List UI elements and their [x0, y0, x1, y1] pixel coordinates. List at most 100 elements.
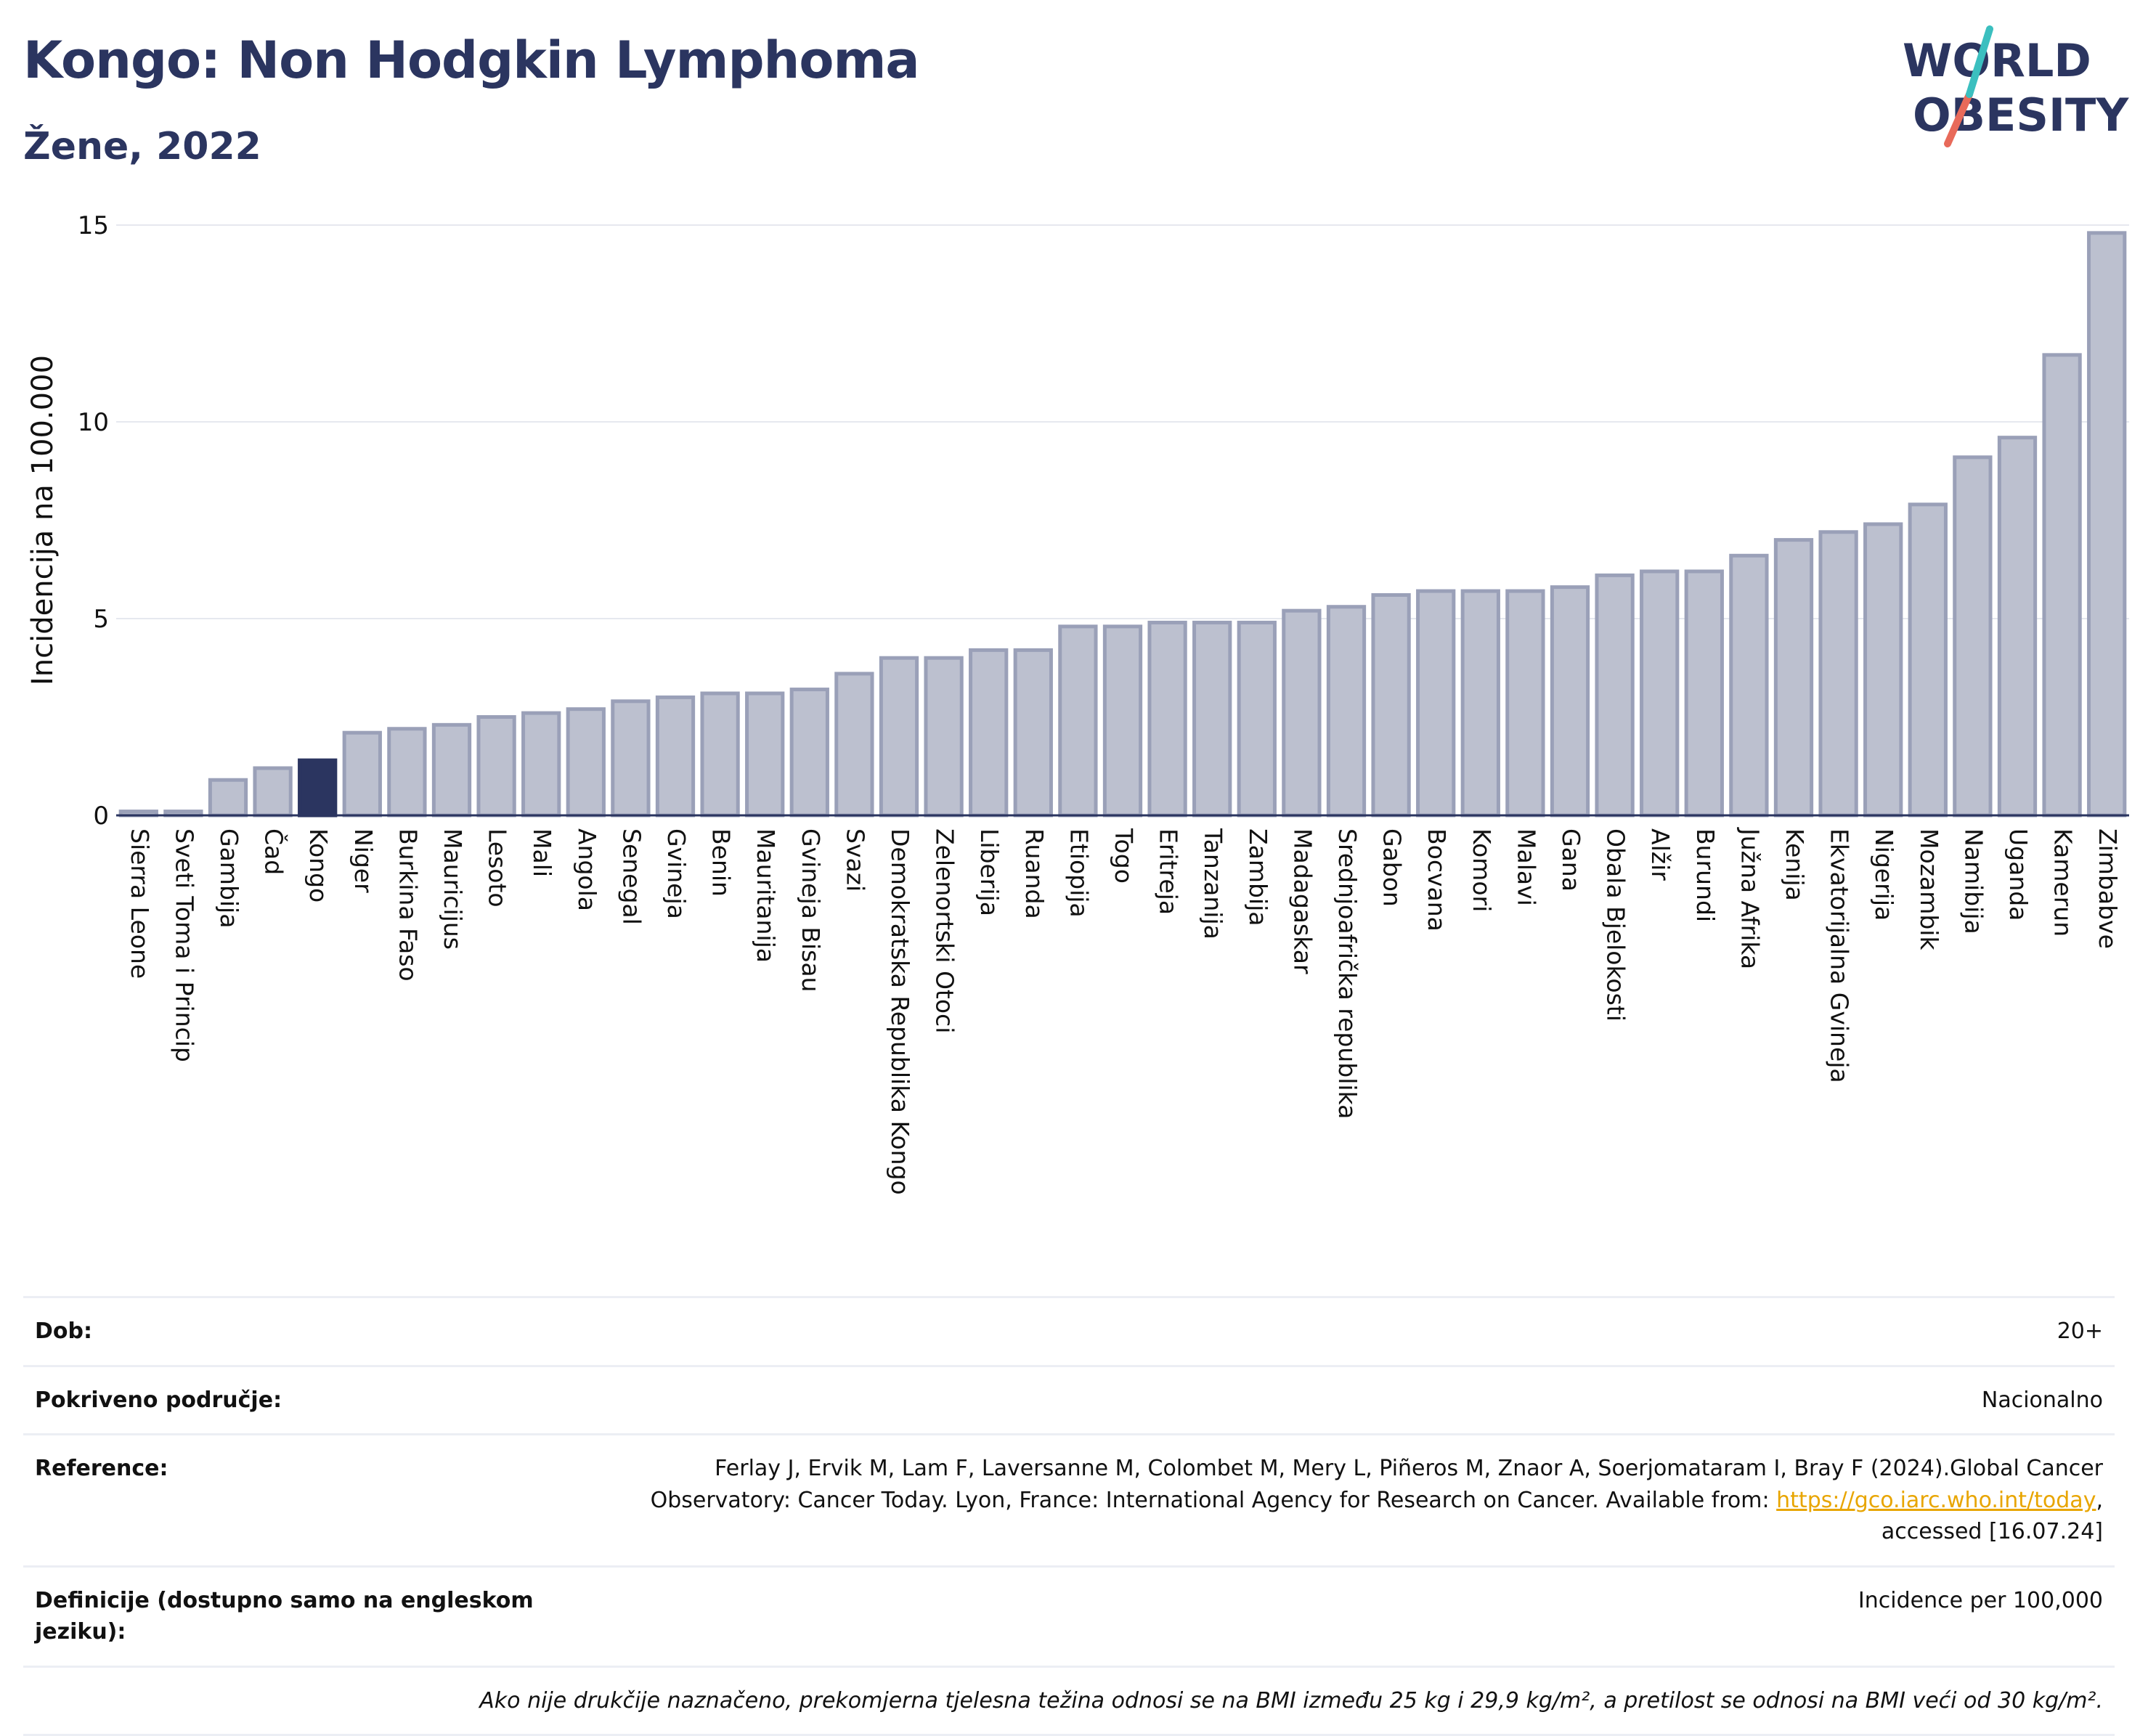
x-tick-label: Mozambik: [1915, 828, 1943, 950]
bar-zelenortski-otoci: [924, 656, 964, 818]
reference-text: Ferlay J, Ervik M, Lam F, Laversanne M, …: [650, 1456, 2103, 1513]
y-tick-label: 5: [93, 605, 109, 634]
bar-etiopija: [1058, 624, 1098, 818]
x-tick-label: Komori: [1468, 828, 1496, 912]
x-tick-label: Gana: [1557, 828, 1585, 892]
bar-mauritanija: [745, 691, 785, 818]
bar-lesoto: [476, 715, 516, 818]
x-axis-labels: Sierra Leone Sveti Toma i Princip Gambija Č…: [126, 827, 2122, 1195]
age-label: Dob:: [23, 1296, 569, 1366]
footnote: Ako nije drukčije naznačeno, prekomjerna…: [23, 1665, 2115, 1736]
info-row-footnote: Ako nije drukčije naznačeno, prekomjerna…: [23, 1665, 2115, 1736]
bar-gabon: [1371, 592, 1411, 818]
bar-togo: [1102, 624, 1143, 818]
bar-series: [118, 231, 2127, 818]
bar-eritreja: [1147, 620, 1187, 818]
x-tick-label: Gabon: [1378, 828, 1407, 907]
bar-niger: [342, 730, 382, 818]
bar-senegal: [611, 699, 651, 818]
bar-alžir: [1640, 569, 1680, 818]
x-tick-label: Senegal: [617, 828, 646, 925]
x-tick-label: Ekvatorijalna Gvineja: [1826, 828, 1854, 1083]
x-tick-label: Nigerija: [1870, 828, 1898, 921]
bar-čad: [253, 766, 293, 818]
x-tick-label: Alžir: [1646, 828, 1675, 881]
bar-bocvana: [1416, 589, 1456, 818]
info-row-coverage: Pokriveno područje: Nacionalno: [23, 1364, 2115, 1435]
bar-liberija: [969, 648, 1009, 818]
bar-srednjoafrička-republika: [1326, 605, 1367, 818]
x-tick-label: Liberija: [975, 828, 1004, 916]
x-tick-label: Ruanda: [1020, 828, 1049, 919]
bar-burkina-faso: [387, 727, 427, 818]
y-tick-label: 0: [93, 802, 109, 831]
x-tick-label: Južna Afrika: [1736, 827, 1764, 969]
bar-uganda: [1997, 436, 2038, 818]
definitions-label: Definicije (dostupno samo na engleskom j…: [23, 1565, 569, 1666]
bar-zimbabve: [2087, 231, 2127, 818]
x-tick-label: Malavi: [1512, 828, 1540, 906]
bar-malavi: [1505, 589, 1545, 818]
x-tick-label: Gvineja Bisau: [797, 828, 825, 993]
bar-mozambik: [1908, 502, 1948, 818]
bar-nigerija: [1863, 522, 1903, 818]
x-tick-label: Niger: [349, 828, 378, 893]
x-tick-label: Demokratska Republika Kongo: [886, 828, 914, 1195]
page-subtitle: Žene, 2022: [23, 125, 261, 168]
x-tick-label: Sveti Toma i Princip: [170, 828, 198, 1062]
x-tick-label: Mauritanija: [752, 828, 780, 963]
info-row-definitions: Definicije (dostupno samo na engleskom j…: [23, 1565, 2115, 1666]
bar-demokratska-republika-kongo: [879, 656, 919, 818]
y-tick-label: 10: [78, 408, 109, 437]
page-title: Kongo: Non Hodgkin Lymphoma: [23, 30, 920, 90]
bar-kamerun: [2042, 353, 2082, 818]
bar-benin: [700, 691, 740, 818]
x-tick-label: Gambija: [215, 828, 243, 928]
x-tick-label: Lesoto: [484, 828, 512, 908]
x-tick-label: Burkina Faso: [394, 828, 422, 982]
info-row-age: Dob: 20+: [23, 1296, 2115, 1366]
logo-line2: OBESITY: [1913, 89, 2129, 142]
x-tick-label: Zimbabve: [2094, 828, 2122, 949]
bar-gana: [1550, 585, 1590, 818]
x-tick-label: Uganda: [2004, 828, 2033, 921]
info-table: Dob: 20+ Pokriveno područje: Nacionalno …: [23, 1296, 2115, 1736]
x-tick-label: Svazi: [841, 828, 869, 892]
bar-burundi: [1684, 569, 1724, 818]
bar-madagaskar: [1282, 608, 1322, 818]
x-tick-label: Sierra Leone: [126, 828, 154, 979]
x-tick-label: Kongo: [304, 828, 333, 902]
x-tick-label: Mali: [528, 828, 556, 877]
bar-namibija: [1953, 455, 1993, 818]
world-obesity-logo: WORLD OBESITY: [1903, 25, 2129, 147]
x-tick-label: Čad: [260, 828, 289, 875]
x-tick-label: Gvineja: [662, 828, 691, 919]
x-tick-label: Burundi: [1691, 828, 1720, 922]
bar-obala-bjelokosti: [1595, 573, 1635, 818]
bar-komori: [1460, 589, 1500, 818]
bar-ekvatorijalna-gvineja: [1818, 530, 1858, 818]
bar-kongo: [298, 758, 338, 818]
bar-zambija: [1237, 620, 1277, 818]
x-tick-label: Obala Bjelokosti: [1602, 828, 1630, 1022]
x-tick-label: Angola: [573, 828, 601, 911]
reference-value: Ferlay J, Ervik M, Lam F, Laversanne M, …: [569, 1433, 2115, 1566]
bar-chart: 0 5 10 15 Incidencija na 100.000 Sierra Leo…: [26, 211, 2129, 1195]
x-tick-label: Srednjoafrička republika: [1333, 828, 1362, 1119]
x-tick-label: Kenija: [1781, 828, 1809, 901]
x-tick-label: Tanzanija: [1199, 828, 1227, 940]
bar-gvineja-bisau: [789, 688, 829, 818]
x-tick-label: Etiopija: [1065, 828, 1093, 918]
y-axis-ticks: 0 5 10 15: [78, 211, 109, 831]
x-tick-label: Zambija: [1244, 828, 1272, 926]
x-tick-label: Zelenortski Otoci: [931, 828, 959, 1033]
reference-link[interactable]: https://gco.iarc.who.int/today: [1776, 1487, 2096, 1513]
bar-ruanda: [1013, 648, 1053, 818]
x-tick-label: Namibija: [1959, 828, 1988, 934]
bar-gambija: [208, 778, 248, 818]
bar-svazi: [834, 672, 874, 818]
x-tick-label: Bocvana: [1423, 828, 1451, 932]
bar-kenija: [1773, 538, 1814, 818]
logo-slash-lower: [1944, 91, 1973, 147]
y-axis-label: Incidencija na 100.000: [26, 355, 60, 685]
